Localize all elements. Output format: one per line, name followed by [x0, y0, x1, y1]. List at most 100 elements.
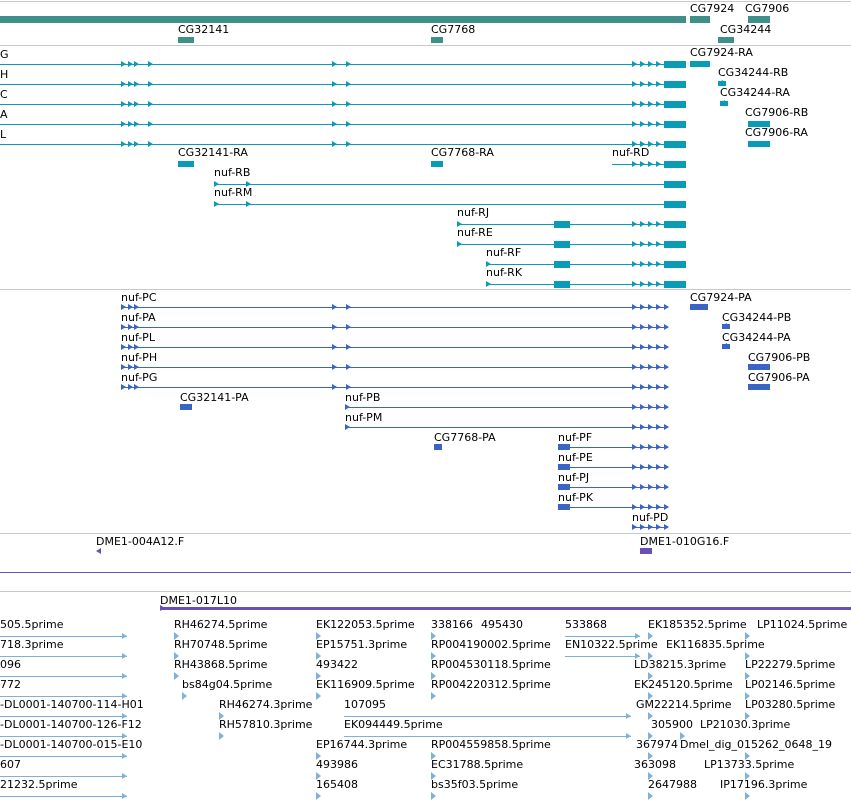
- gene-label-cg32141[interactable]: CG32141: [178, 23, 230, 36]
- est-label[interactable]: 772: [0, 678, 21, 691]
- transcript-edge-label[interactable]: L: [0, 128, 7, 141]
- transcript-edge-label[interactable]: A: [0, 108, 8, 121]
- est-label[interactable]: 338166: [431, 618, 473, 631]
- est-label[interactable]: RP004190002.5prime: [431, 638, 551, 651]
- est-label[interactable]: EK116909.5prime: [316, 678, 415, 691]
- gene-bar-nuf[interactable]: [0, 16, 686, 23]
- transcript-label[interactable]: nuf-RJ: [457, 206, 490, 219]
- protein-cg32141-pa[interactable]: [180, 404, 192, 410]
- protein-label[interactable]: nuf-PH: [121, 351, 158, 364]
- est-label[interactable]: -DL0001-140700-114-H01: [0, 698, 144, 711]
- est-label[interactable]: EK122053.5prime: [316, 618, 415, 631]
- clone-bar-dme1-010g16[interactable]: [640, 548, 652, 554]
- est-label[interactable]: EK116835.5prime: [666, 638, 765, 651]
- est-label[interactable]: LP03280.5prime: [745, 698, 836, 711]
- transcript-cg7906-ra[interactable]: [748, 141, 770, 147]
- transcript-label[interactable]: nuf-RF: [486, 246, 522, 259]
- clone-label[interactable]: DME1-004A12.F: [96, 535, 185, 548]
- gene-bar-cg7924[interactable]: [690, 16, 710, 23]
- est-label[interactable]: 305900: [651, 718, 693, 731]
- transcript-exon[interactable]: [664, 281, 686, 288]
- gene-bar-cg7768[interactable]: [431, 37, 443, 43]
- transcript-exon[interactable]: [664, 261, 686, 268]
- protein-cg7906-pb[interactable]: [748, 364, 770, 370]
- protein-label[interactable]: nuf-PB: [345, 391, 381, 404]
- transcript-exon[interactable]: [664, 201, 686, 208]
- transcript-cg7906-rb[interactable]: [748, 121, 770, 127]
- est-label[interactable]: 367974: [636, 738, 678, 751]
- est-label[interactable]: EC31788.5prime: [431, 758, 524, 771]
- transcript-label[interactable]: CG34244-RB: [718, 66, 789, 79]
- est-label[interactable]: EN10322.5prime: [565, 638, 658, 651]
- transcript-exon[interactable]: [664, 141, 686, 148]
- est-label[interactable]: LP13733.5prime: [704, 758, 795, 771]
- est-label[interactable]: EK245120.5prime: [634, 678, 733, 691]
- est-label[interactable]: LP21030.3prime: [700, 718, 791, 731]
- transcript-exon[interactable]: [664, 161, 686, 168]
- transcript-exon[interactable]: [554, 221, 570, 228]
- est-label[interactable]: 493422: [316, 658, 358, 671]
- est-label[interactable]: LP22279.5prime: [745, 658, 836, 671]
- est-label[interactable]: LP02146.5prime: [745, 678, 836, 691]
- protein-label[interactable]: nuf-PE: [558, 451, 593, 464]
- est-label[interactable]: EK185352.5prime: [648, 618, 747, 631]
- protein-label[interactable]: CG7906-PA: [748, 371, 810, 384]
- clone-label[interactable]: DME1-010G16.F: [640, 535, 730, 548]
- protein-block[interactable]: [558, 484, 570, 490]
- transcript-label[interactable]: nuf-RE: [457, 226, 493, 239]
- est-label[interactable]: RH43868.5prime: [174, 658, 268, 671]
- transcript-exon[interactable]: [664, 81, 686, 88]
- est-label[interactable]: bs35f03.5prime: [431, 778, 519, 791]
- transcript-label[interactable]: CG32141-RA: [178, 146, 248, 159]
- protein-cg7906-pa[interactable]: [748, 384, 770, 390]
- protein-block[interactable]: [558, 464, 570, 470]
- protein-label[interactable]: CG34244-PA: [722, 331, 791, 344]
- est-label[interactable]: EK094449.5prime: [344, 718, 443, 731]
- est-label[interactable]: 363098: [634, 758, 676, 771]
- est-label[interactable]: -DL0001-140700-126-F12: [0, 718, 142, 731]
- protein-label[interactable]: CG34244-PB: [722, 311, 792, 324]
- protein-label[interactable]: nuf-PJ: [558, 471, 590, 484]
- protein-label[interactable]: CG7768-PA: [434, 431, 496, 444]
- est-label[interactable]: 107095: [344, 698, 386, 711]
- est-label[interactable]: LD38215.3prime: [634, 658, 727, 671]
- transcript-label[interactable]: CG7906-RB: [745, 106, 809, 119]
- protein-label[interactable]: CG32141-PA: [180, 391, 249, 404]
- transcript-edge-label[interactable]: G: [0, 48, 9, 61]
- protein-label[interactable]: nuf-PL: [121, 331, 155, 344]
- gene-label-cg34244[interactable]: CG34244: [720, 23, 772, 36]
- clone-bar-dme1-017l10[interactable]: [160, 607, 851, 610]
- transcript-label[interactable]: nuf-RB: [214, 166, 251, 179]
- protein-block[interactable]: [558, 504, 570, 510]
- transcript-cg7768-ra[interactable]: [431, 161, 443, 167]
- transcript-edge-label[interactable]: C: [0, 88, 8, 101]
- transcript-label[interactable]: CG7768-RA: [431, 146, 494, 159]
- est-label[interactable]: EP15751.3prime: [316, 638, 408, 651]
- protein-label[interactable]: nuf-PG: [121, 371, 158, 384]
- protein-block[interactable]: [558, 444, 570, 450]
- transcript-exon[interactable]: [664, 241, 686, 248]
- est-label[interactable]: 493986: [316, 758, 358, 771]
- protein-label[interactable]: CG7906-PB: [748, 351, 811, 364]
- protein-label[interactable]: nuf-PK: [558, 491, 594, 504]
- transcript-exon[interactable]: [664, 181, 686, 188]
- transcript-exon[interactable]: [664, 61, 686, 68]
- transcript-edge-label[interactable]: H: [0, 68, 9, 81]
- gene-label-cg7768[interactable]: CG7768: [431, 23, 476, 36]
- est-label[interactable]: bs84g04.5prime: [182, 678, 273, 691]
- protein-cg7924-pa[interactable]: [690, 304, 708, 310]
- transcript-label[interactable]: CG7906-RA: [745, 126, 808, 139]
- transcript-exon[interactable]: [664, 221, 686, 228]
- gene-bar-cg7906[interactable]: [748, 16, 770, 23]
- transcript-label[interactable]: CG7924-RA: [690, 46, 753, 59]
- transcript-exon[interactable]: [554, 261, 570, 268]
- gene-bar-cg32141[interactable]: [178, 37, 194, 43]
- est-label[interactable]: -DL0001-140700-015-E10: [0, 738, 143, 751]
- est-label[interactable]: IP17196.3prime: [720, 778, 808, 791]
- est-label[interactable]: RP004220312.5prime: [431, 678, 551, 691]
- est-label[interactable]: 165408: [316, 778, 358, 791]
- transcript-cg32141-ra[interactable]: [178, 161, 194, 167]
- transcript-label[interactable]: nuf-RM: [214, 186, 253, 199]
- protein-label[interactable]: nuf-PF: [558, 431, 593, 444]
